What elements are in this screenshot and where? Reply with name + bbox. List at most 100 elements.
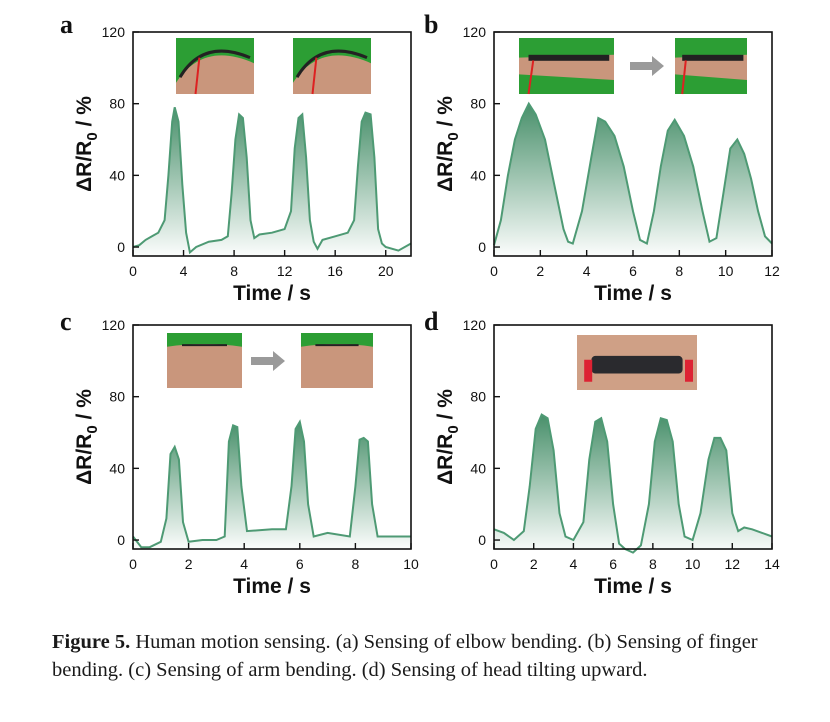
y-tick-label: 80: [109, 389, 125, 405]
y-axis-label: ΔR/R0 / %: [434, 96, 462, 192]
sensor-strip: [295, 49, 368, 78]
inset-photo-1: [519, 38, 614, 95]
series-line: [132, 107, 412, 255]
x-tick-label: 12: [764, 263, 780, 279]
y-tick-label: 80: [470, 96, 486, 112]
inset-photo-2: [293, 38, 371, 95]
arm-shape: [176, 55, 254, 94]
x-tick-label: 10: [685, 556, 701, 572]
finger-shape: [519, 54, 614, 80]
y-tick-label: 120: [102, 317, 126, 333]
sensor-strip: [682, 54, 744, 61]
y-tick-label: 80: [109, 96, 125, 112]
caption-label: Figure 5.: [52, 631, 131, 653]
x-axis-label: Time / s: [594, 282, 672, 305]
series-area: [494, 103, 772, 256]
x-axis-label: Time / s: [594, 575, 672, 598]
x-tick-label: 12: [277, 263, 293, 279]
finger-shape: [675, 54, 747, 80]
inset-photos: [519, 38, 747, 95]
x-tick-label: 0: [490, 263, 498, 279]
x-tick-label: 6: [609, 556, 617, 572]
x-tick-label: 14: [764, 556, 780, 572]
x-tick-label: 4: [583, 263, 591, 279]
series-area: [494, 414, 772, 553]
wire: [311, 57, 318, 95]
axes-frame: [132, 31, 412, 257]
y-tick-label: 0: [117, 239, 125, 255]
chart-panel-c: 0 2 4 6 8 10 0 40 80 120 Time / s ΔR/R0 / % c: [60, 307, 419, 598]
sensor-strip: [178, 49, 251, 78]
x-tick-label: 8: [230, 263, 238, 279]
x-tick-label: 4: [240, 556, 248, 572]
arm-shape: [301, 344, 373, 388]
panel-label: d: [424, 307, 439, 336]
wire: [527, 60, 535, 95]
x-tick-label: 8: [352, 556, 360, 572]
series-line: [132, 419, 411, 549]
wire: [681, 60, 687, 95]
x-tick-label: 8: [649, 556, 657, 572]
y-axis-label: ΔR/R0 / %: [73, 96, 101, 192]
y-tick-label: 0: [478, 532, 486, 548]
inset-photo-1: [176, 38, 254, 95]
y-tick-label: 120: [102, 24, 126, 40]
panel-label: c: [60, 307, 72, 336]
wire-right: [685, 359, 693, 382]
y-tick-label: 40: [470, 167, 486, 183]
x-tick-label: 4: [570, 556, 578, 572]
series-area: [133, 107, 411, 256]
axes-frame: [493, 324, 773, 550]
x-tick-label: 20: [378, 263, 394, 279]
y-tick-label: 40: [109, 167, 125, 183]
x-tick-label: 16: [327, 263, 343, 279]
x-tick-label: 6: [629, 263, 637, 279]
wire-left: [584, 359, 593, 382]
wire: [194, 57, 201, 95]
x-tick-label: 0: [129, 556, 137, 572]
y-tick-label: 80: [470, 389, 486, 405]
figure-caption: Figure 5. Human motion sensing. (a) Sens…: [52, 628, 812, 684]
series-line: [493, 101, 773, 246]
arrow-icon: [251, 351, 285, 371]
x-tick-label: 12: [724, 556, 740, 572]
arm-shape: [167, 344, 242, 388]
x-tick-label: 8: [675, 263, 683, 279]
inset-photo-2: [675, 38, 747, 95]
y-axis-label: ΔR/R0 / %: [73, 389, 101, 485]
x-tick-label: 4: [180, 263, 188, 279]
y-tick-label: 120: [463, 317, 487, 333]
y-tick-label: 0: [117, 532, 125, 548]
y-axis-label: ΔR/R0 / %: [434, 389, 462, 485]
arm-shape: [293, 55, 371, 94]
arrow-icon: [630, 56, 664, 76]
x-axis-label: Time / s: [233, 282, 311, 305]
y-tick-label: 0: [478, 239, 486, 255]
caption-text: Human motion sensing. (a) Sensing of elb…: [52, 631, 758, 681]
inset-photos: [176, 38, 371, 95]
panel-label: a: [60, 10, 73, 39]
x-tick-label: 0: [129, 263, 137, 279]
x-tick-label: 6: [296, 556, 304, 572]
sensor-strip: [528, 54, 610, 61]
inset-photo-1: [167, 333, 242, 388]
x-tick-label: 2: [536, 263, 544, 279]
x-tick-label: 2: [530, 556, 538, 572]
axes-frame: [132, 324, 412, 550]
chart-panel-d: 0 2 4 6 8 10 12 14 0 40 80 120 Time / s ΔR/R0 / % d: [424, 307, 780, 598]
inset-photo-1: [577, 335, 697, 390]
panel-label: b: [424, 10, 438, 39]
inset-photos: [577, 335, 697, 390]
inset-photo-2: [301, 333, 373, 388]
y-tick-label: 40: [109, 460, 125, 476]
y-tick-label: 120: [463, 24, 487, 40]
y-tick-label: 40: [470, 460, 486, 476]
x-tick-label: 10: [718, 263, 734, 279]
x-tick-label: 2: [185, 556, 193, 572]
chart-panel-a: 0 4 8 12 16 20 0 40 80 120 Time / s ΔR/R0 / % a: [60, 10, 412, 305]
x-tick-label: 0: [490, 556, 498, 572]
x-tick-label: 10: [403, 556, 419, 572]
sensor-strip: [591, 355, 683, 374]
